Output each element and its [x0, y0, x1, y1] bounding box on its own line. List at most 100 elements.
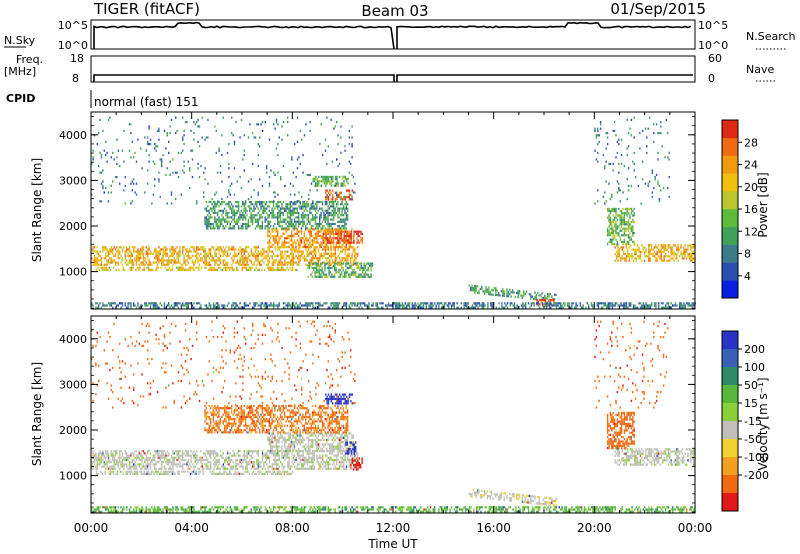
data-cell [320, 243, 322, 246]
velocity-panel-region-0 [91, 450, 359, 470]
data-cell [103, 248, 105, 251]
data-cell [99, 118, 101, 121]
data-cell [295, 211, 297, 215]
data-cell [100, 454, 103, 457]
data-cell [147, 465, 149, 468]
data-cell [298, 257, 300, 260]
data-cell [281, 243, 283, 246]
data-cell [616, 232, 619, 235]
data-cell [324, 203, 326, 206]
data-cell [545, 297, 547, 300]
data-cell [356, 262, 358, 265]
data-cell [319, 252, 321, 255]
data-cell [633, 116, 635, 119]
data-cell [673, 304, 675, 307]
data-cell [280, 266, 283, 269]
data-cell [239, 250, 241, 253]
data-cell [93, 254, 96, 258]
data-cell [626, 207, 628, 210]
data-cell [363, 266, 365, 270]
data-cell [154, 450, 156, 453]
data-cell [597, 151, 599, 154]
data-cell [207, 227, 209, 230]
data-cell [303, 234, 305, 238]
data-cell [201, 458, 203, 462]
data-cell [170, 454, 173, 457]
data-cell [273, 252, 275, 255]
data-cell [292, 257, 294, 260]
data-cell [277, 214, 279, 217]
data-cell [260, 252, 262, 255]
data-cell [320, 275, 322, 278]
data-cell [194, 123, 196, 126]
data-cell [98, 165, 100, 168]
data-cell [357, 273, 360, 276]
data-cell [281, 138, 283, 141]
data-cell [130, 302, 132, 305]
data-cell [302, 171, 304, 174]
data-cell [93, 246, 96, 249]
data-cell [278, 205, 280, 208]
data-cell [274, 222, 276, 226]
data-cell [541, 302, 544, 305]
data-cell [161, 259, 163, 262]
data-cell [367, 275, 369, 278]
data-cell [597, 302, 600, 305]
data-cell [158, 452, 160, 455]
data-cell [624, 257, 626, 260]
data-cell [674, 304, 677, 307]
data-cell [309, 234, 311, 238]
data-cell [314, 273, 316, 276]
data-cell [323, 254, 325, 258]
data-cell [464, 304, 467, 307]
data-cell [627, 229, 630, 232]
data-cell [569, 306, 572, 309]
data-cell [324, 275, 326, 278]
data-cell [96, 143, 98, 146]
data-cell [147, 140, 149, 143]
data-cell [324, 273, 326, 276]
data-cell [204, 207, 206, 210]
data-cell [257, 257, 259, 260]
data-cell [191, 149, 194, 152]
data-cell [277, 205, 279, 208]
data-cell [191, 261, 194, 264]
data-cell [133, 156, 135, 159]
data-cell [211, 216, 213, 219]
data-cell [670, 302, 672, 305]
data-cell [662, 187, 665, 190]
data-cell [165, 173, 167, 176]
data-cell [625, 246, 628, 249]
data-cell [165, 254, 167, 258]
data-cell [128, 248, 131, 251]
data-cell [256, 218, 258, 221]
data-cell [105, 456, 107, 459]
data-cell [599, 127, 602, 130]
data-cell [260, 254, 262, 258]
data-cell [345, 205, 347, 208]
data-cell [611, 243, 613, 246]
data-cell [285, 254, 287, 258]
data-cell [503, 292, 505, 295]
data-cell [267, 259, 269, 262]
data-cell [137, 463, 139, 466]
data-cell [154, 463, 156, 466]
data-cell [120, 463, 122, 466]
data-cell [681, 255, 684, 258]
data-cell [303, 205, 305, 208]
data-cell [103, 465, 105, 468]
data-cell [107, 302, 110, 305]
data-cell [110, 304, 112, 307]
data-cell [609, 223, 612, 226]
data-cell [116, 138, 118, 141]
data-cell [310, 250, 313, 253]
data-cell [627, 306, 629, 309]
data-cell [215, 302, 217, 305]
data-cell [130, 257, 132, 260]
data-cell [305, 203, 307, 206]
data-cell [496, 294, 498, 297]
data-cell [309, 121, 311, 124]
data-cell [187, 268, 189, 271]
data-cell [330, 250, 332, 253]
data-cell [216, 203, 219, 206]
